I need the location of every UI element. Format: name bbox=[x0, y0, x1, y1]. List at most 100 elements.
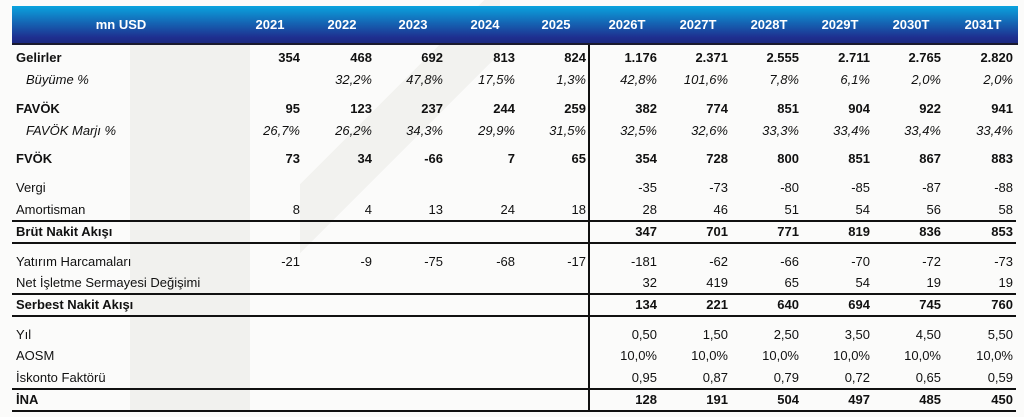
table-row: Yatırım Harcamaları -21 -9 -75 -68 -17 -181 -62… bbox=[12, 251, 1018, 273]
table-cell: 922 bbox=[919, 101, 941, 116]
table-cell: 5,50 bbox=[987, 327, 1013, 342]
table-row: FVÖK 73 34 -66 7 65 354 728 800 851 867 883 bbox=[12, 148, 1018, 170]
table-cell: 6,1% bbox=[840, 72, 870, 87]
table-cell: 32,5% bbox=[620, 123, 657, 138]
table-cell: 2.555 bbox=[766, 50, 799, 65]
table-cell: 4,50 bbox=[915, 327, 941, 342]
table-cell: 244 bbox=[493, 101, 515, 116]
column-header: 2030T bbox=[892, 17, 930, 32]
table-cell: 745 bbox=[919, 297, 941, 312]
table-cell: 485 bbox=[919, 392, 941, 407]
table-cell: 0,79 bbox=[773, 370, 799, 385]
table-cell: 7,8% bbox=[769, 72, 799, 87]
table-cell: 760 bbox=[991, 297, 1013, 312]
table-cell: 0,50 bbox=[631, 327, 657, 342]
table-cell: 1,50 bbox=[702, 327, 728, 342]
table-cell: 1,3% bbox=[556, 72, 586, 87]
table-cell: 3,50 bbox=[844, 327, 870, 342]
table-cell: 347 bbox=[635, 224, 657, 239]
table-cell: 95 bbox=[285, 101, 300, 116]
table-cell: -35 bbox=[638, 180, 657, 195]
row-label: Net İşletme Sermayesi Değişimi bbox=[16, 275, 201, 290]
table-cell: 13 bbox=[428, 202, 443, 217]
table-cell: 10,0% bbox=[976, 348, 1013, 363]
row-label: Brüt Nakit Akışı bbox=[16, 224, 113, 239]
table-cell: 819 bbox=[848, 224, 870, 239]
table-cell: -75 bbox=[424, 254, 443, 269]
table-cell: 419 bbox=[706, 275, 728, 290]
table-cell: 42,8% bbox=[620, 72, 657, 87]
table-cell: 32,6% bbox=[691, 123, 728, 138]
table-cell: 904 bbox=[848, 101, 870, 116]
table-cell: 450 bbox=[991, 392, 1013, 407]
table-row: FAVÖK 95 123 237 244 259 382 774 851 904 922 941 bbox=[12, 98, 1018, 120]
table-cell: 17,5% bbox=[478, 72, 515, 87]
table-cell: 2,0% bbox=[911, 72, 941, 87]
table-cell: 191 bbox=[706, 392, 728, 407]
table-cell: 2.711 bbox=[838, 50, 870, 65]
table-cell: 65 bbox=[571, 151, 586, 166]
table-cell: 101,6% bbox=[683, 72, 728, 87]
table-cell: 883 bbox=[991, 151, 1013, 166]
table-cell: 694 bbox=[848, 297, 870, 312]
table-cell: 800 bbox=[777, 151, 799, 166]
table-header: mn USD 2021 2022 2023 2024 2025 2026T 2027T 202… bbox=[12, 6, 1018, 45]
table-cell: 2.765 bbox=[908, 50, 941, 65]
table-cell: 853 bbox=[991, 224, 1013, 239]
row-separator bbox=[12, 410, 1016, 412]
table-cell: 0,87 bbox=[702, 370, 728, 385]
table-cell: -88 bbox=[994, 180, 1013, 195]
table-cell: 56 bbox=[926, 202, 941, 217]
table-cell: 54 bbox=[855, 275, 870, 290]
table-cell: 824 bbox=[564, 50, 586, 65]
table-cell: 692 bbox=[421, 50, 443, 65]
table-cell: -181 bbox=[630, 254, 657, 269]
table-row: Yıl 0,50 1,50 2,50 3,50 4,50 5,50 bbox=[12, 324, 1018, 346]
table-cell: -73 bbox=[709, 180, 728, 195]
table-cell: -66 bbox=[424, 151, 443, 166]
table-cell: 851 bbox=[777, 101, 799, 116]
row-separator bbox=[12, 220, 1016, 222]
header-corner-label: mn USD bbox=[95, 17, 147, 32]
table-cell: 28 bbox=[642, 202, 657, 217]
table-cell: -70 bbox=[851, 254, 870, 269]
table-cell: 32,2% bbox=[335, 72, 372, 87]
table-cell: 497 bbox=[848, 392, 870, 407]
column-header: 2022 bbox=[327, 17, 357, 32]
table-cell: 128 bbox=[635, 392, 657, 407]
table-cell: 51 bbox=[784, 202, 799, 217]
row-label: Amortisman bbox=[16, 202, 86, 217]
table-cell: 354 bbox=[278, 50, 300, 65]
table-cell: 774 bbox=[706, 101, 728, 116]
table-cell: 941 bbox=[991, 101, 1013, 116]
row-separator bbox=[12, 315, 1016, 317]
column-header: 2031T bbox=[964, 17, 1002, 32]
table-cell: 0,59 bbox=[987, 370, 1013, 385]
row-label: FVÖK bbox=[16, 151, 53, 166]
table-cell: 0,72 bbox=[844, 370, 870, 385]
column-header: 2027T bbox=[679, 17, 717, 32]
table-row: Vergi -35 -73 -80 -85 -87 -88 bbox=[12, 177, 1018, 199]
table-cell: -73 bbox=[994, 254, 1013, 269]
table-cell: 0,65 bbox=[915, 370, 941, 385]
column-header: 2024 bbox=[470, 17, 500, 32]
table-cell: 33,4% bbox=[833, 123, 870, 138]
table-cell: 728 bbox=[706, 151, 728, 166]
table-cell: 19 bbox=[998, 275, 1013, 290]
table-cell: 65 bbox=[784, 275, 799, 290]
table-cell: -21 bbox=[281, 254, 300, 269]
table-cell: 504 bbox=[777, 392, 799, 407]
row-label: Yatırım Harcamaları bbox=[16, 254, 132, 269]
table-cell: 54 bbox=[855, 202, 870, 217]
table-cell: 10,0% bbox=[833, 348, 870, 363]
table-row: FAVÖK Marjı % 26,7% 26,2% 34,3% 29,9% 31,5% 32… bbox=[12, 120, 1018, 142]
row-label: Yıl bbox=[16, 327, 32, 342]
actual-forecast-divider bbox=[588, 45, 590, 412]
table-cell: 867 bbox=[919, 151, 941, 166]
table-row: Gelirler 354 468 692 813 824 1.176 2.371 2.555 2.… bbox=[12, 47, 1018, 69]
column-header: 2029T bbox=[821, 17, 859, 32]
table-row: İNA 128 191 504 497 485 450 bbox=[12, 389, 1018, 411]
column-header: 2021 bbox=[255, 17, 285, 32]
row-label: Vergi bbox=[16, 180, 46, 195]
table-cell: 58 bbox=[998, 202, 1013, 217]
